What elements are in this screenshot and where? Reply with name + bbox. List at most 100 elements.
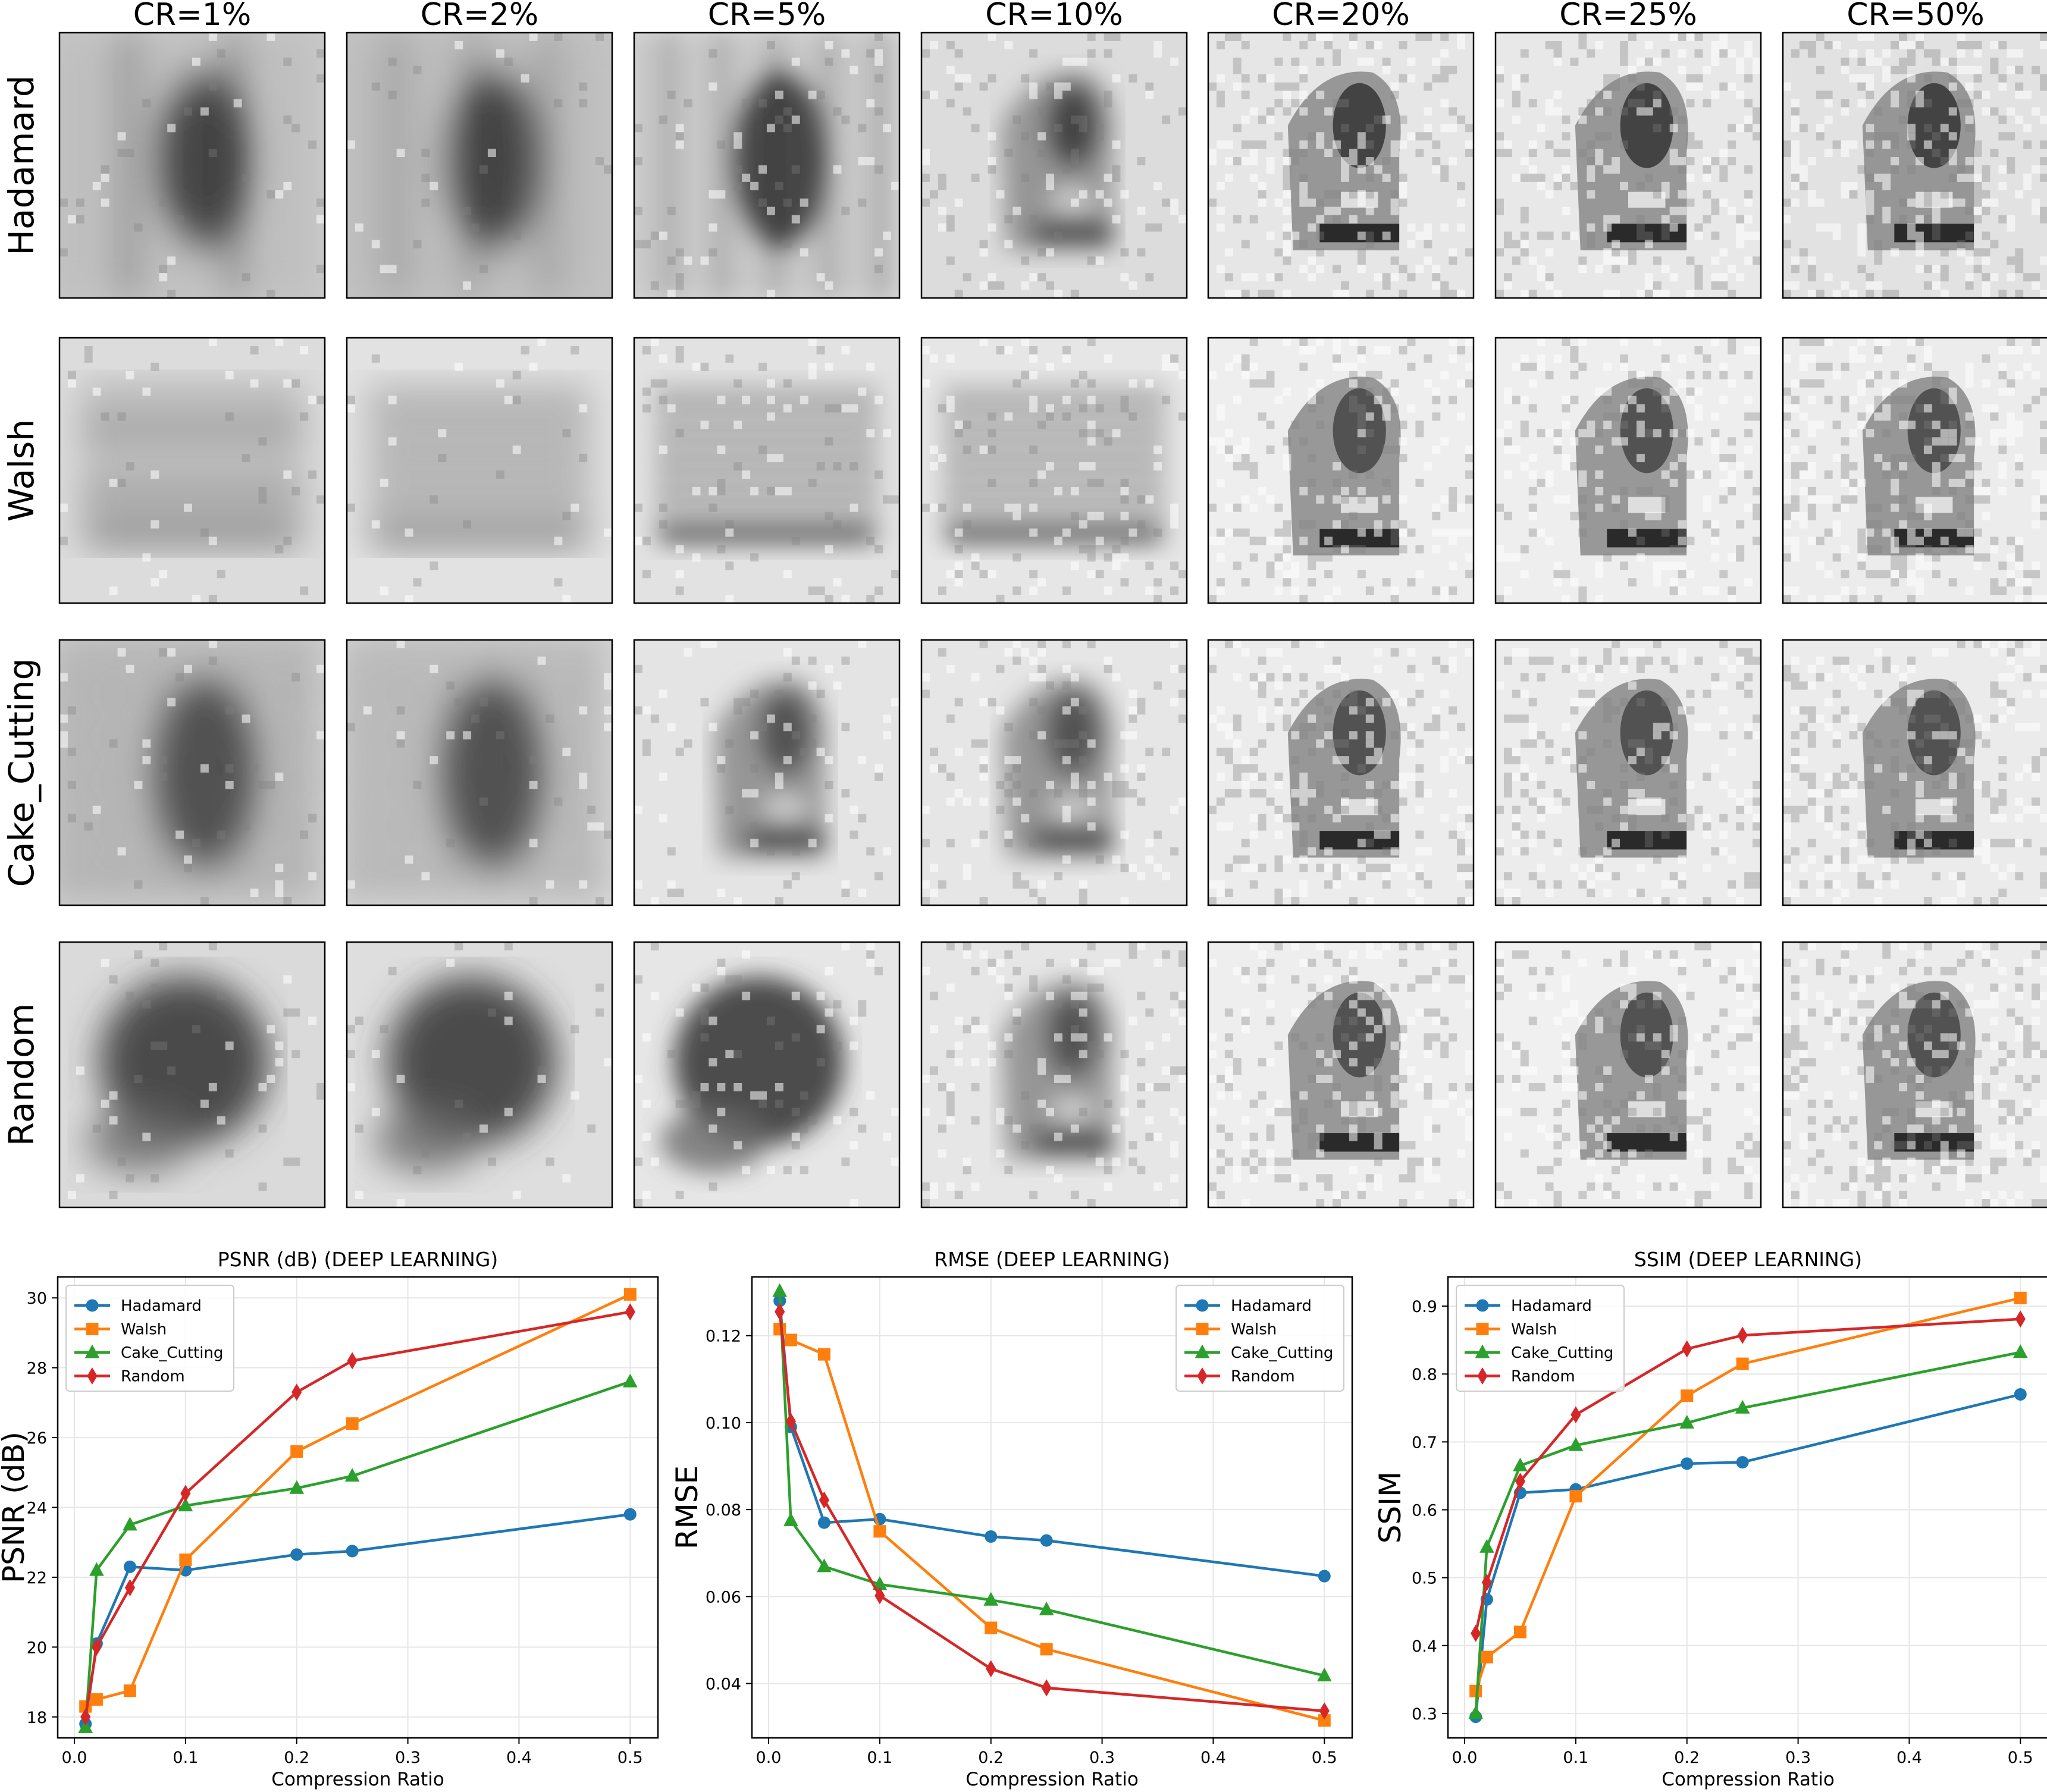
ssim-xtick-label-2: 0.2 (1674, 1749, 1700, 1767)
data-point-random-6 (2015, 1311, 2025, 1327)
ssim-ytick-label-2: 0.5 (1412, 1570, 1437, 1588)
rmse-xtick-label-5: 0.5 (1312, 1749, 1337, 1767)
data-point-random-5 (1042, 1680, 1051, 1696)
ssim-x-axis-label: Compression Ratio (1662, 1769, 1835, 1790)
legend-label-cake-cutting: Cake_Cutting (121, 1344, 223, 1362)
data-point-walsh-4 (291, 1446, 303, 1458)
data-point-walsh-2 (818, 1348, 830, 1360)
ssim-ytick-label-6: 0.9 (1412, 1298, 1437, 1316)
legend-label-walsh: Walsh (1511, 1321, 1557, 1339)
data-point-random-5 (1738, 1327, 1747, 1344)
reconstruction-tile-random-5 (1496, 942, 1761, 1207)
data-point-walsh-1 (90, 1693, 102, 1705)
series-hadamard (80, 1508, 637, 1730)
data-point-cake-cutting-0 (773, 1284, 786, 1297)
psnr-xtick-label-5: 0.5 (617, 1749, 643, 1767)
data-point-hadamard-5 (1736, 1457, 1748, 1468)
legend-label-walsh: Walsh (121, 1321, 167, 1339)
rmse-ytick-label-4: 0.12 (706, 1327, 741, 1346)
reconstruction-tile-walsh-1 (347, 338, 612, 603)
ssim-xtick-label-0: 0.0 (1452, 1749, 1478, 1767)
rmse-ytick-label-0: 0.04 (706, 1675, 741, 1694)
data-point-walsh-6 (624, 1288, 636, 1300)
psnr-ytick-label-1: 20 (27, 1639, 47, 1657)
data-point-walsh-3 (180, 1554, 192, 1566)
psnr-xtick-label-3: 0.3 (395, 1749, 421, 1767)
reconstruction-tile-random-1 (347, 942, 612, 1207)
data-point-hadamard-6 (624, 1508, 636, 1520)
reconstruction-tile-walsh-3 (921, 338, 1187, 603)
data-point-hadamard-5 (1040, 1534, 1052, 1546)
reconstruction-image-grid: CR=1%CR=2%CR=5%CR=10%CR=20%CR=25%CR=50%H… (1, 0, 2047, 1207)
psnr-xtick-label-4: 0.4 (506, 1749, 532, 1767)
data-point-hadamard-2 (124, 1561, 136, 1573)
reconstruction-tile-cake-cutting-4 (1208, 640, 1474, 905)
legend-label-hadamard: Hadamard (1511, 1297, 1592, 1315)
column-header-cr-5: CR=5% (708, 0, 826, 33)
data-point-hadamard-4 (985, 1530, 997, 1542)
data-point-walsh-2 (1514, 1626, 1526, 1638)
psnr-xtick-label-1: 0.1 (173, 1749, 198, 1767)
rmse-y-axis-label: RMSE (670, 1465, 704, 1549)
reconstruction-tile-hadamard-1 (347, 33, 612, 298)
data-point-cake-cutting-6 (2014, 1345, 2027, 1358)
reconstruction-tile-random-6 (1783, 942, 2047, 1207)
legend-label-hadamard: Hadamard (1231, 1297, 1312, 1315)
row-label-walsh: Walsh (1, 419, 42, 522)
ssim-ytick-label-0: 0.3 (1412, 1705, 1437, 1724)
data-point-walsh-1 (1481, 1651, 1493, 1663)
column-header-cr-10: CR=10% (985, 0, 1123, 33)
psnr-legend: Hadamard Walsh Cake_Cutting Random (66, 1285, 234, 1391)
legend-label-cake-cutting: Cake_Cutting (1511, 1344, 1613, 1362)
ssim-ytick-label-5: 0.8 (1412, 1366, 1437, 1384)
psnr-xtick-label-0: 0.0 (62, 1749, 87, 1767)
legend-label-random: Random (1511, 1368, 1575, 1386)
psnr-chart-title: PSNR (dB) (DEEP LEARNING) (218, 1248, 498, 1271)
data-point-hadamard-6 (2014, 1388, 2026, 1400)
reconstruction-tile-cake-cutting-2 (634, 640, 899, 905)
column-header-cr-25: CR=25% (1559, 0, 1697, 33)
reconstruction-tile-cake-cutting-0 (59, 640, 325, 905)
rmse-xtick-label-2: 0.2 (978, 1749, 1004, 1767)
reconstruction-tile-walsh-6 (1783, 338, 2047, 603)
data-point-random-5 (347, 1352, 357, 1369)
legend-marker-hadamard (1196, 1300, 1208, 1311)
row-label-cake-cutting: Cake_Cutting (1, 658, 42, 887)
reconstruction-tile-cake-cutting-6 (1783, 640, 2047, 905)
series-cake-cutting (1469, 1345, 2027, 1719)
legend-marker-hadamard (86, 1300, 98, 1311)
data-point-hadamard-4 (1681, 1458, 1693, 1470)
reconstruction-tile-cake-cutting-5 (1496, 640, 1761, 905)
ssim-y-axis-label: SSIM (1373, 1471, 1407, 1543)
data-point-cake-cutting-1 (1480, 1540, 1494, 1553)
legend-label-random: Random (121, 1368, 185, 1386)
data-point-hadamard-6 (1318, 1570, 1330, 1582)
legend-label-walsh: Walsh (1231, 1321, 1277, 1339)
reconstruction-tile-walsh-4 (1208, 338, 1474, 603)
column-header-cr-20: CR=20% (1272, 0, 1410, 33)
column-header-cr-50: CR=50% (1847, 0, 1985, 33)
ssim-ytick-label-1: 0.4 (1412, 1637, 1437, 1656)
reconstruction-tile-random-3 (921, 942, 1187, 1207)
rmse-xtick-label-3: 0.3 (1089, 1749, 1115, 1767)
reconstruction-tile-hadamard-5 (1496, 33, 1761, 298)
data-point-random-0 (1471, 1625, 1481, 1642)
column-header-cr-1: CR=1% (133, 0, 252, 33)
data-point-walsh-3 (1570, 1490, 1582, 1502)
reconstruction-tile-hadamard-6 (1783, 33, 2047, 298)
reconstruction-tile-walsh-2 (634, 338, 899, 603)
data-point-hadamard-2 (818, 1517, 830, 1529)
legend-marker-walsh (1477, 1323, 1488, 1335)
rmse-ytick-label-2: 0.08 (706, 1501, 741, 1520)
rmse-xtick-label-4: 0.4 (1200, 1749, 1226, 1767)
ssim-ytick-label-4: 0.7 (1412, 1433, 1437, 1452)
data-point-walsh-5 (1736, 1358, 1748, 1370)
psnr-ytick-label-5: 28 (27, 1360, 47, 1378)
legend-label-hadamard: Hadamard (121, 1297, 202, 1315)
psnr-ytick-label-0: 18 (27, 1709, 47, 1727)
ssim-xtick-label-3: 0.3 (1785, 1749, 1811, 1767)
